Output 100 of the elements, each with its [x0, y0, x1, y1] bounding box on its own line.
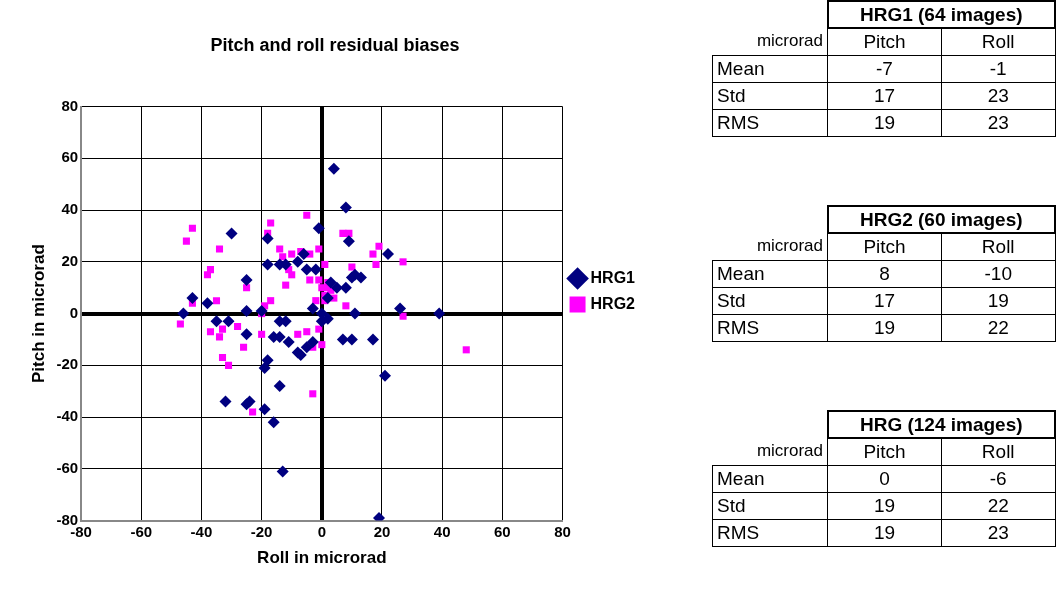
point	[345, 229, 353, 237]
point	[288, 250, 296, 258]
point	[267, 297, 275, 305]
point	[188, 224, 196, 232]
point	[222, 315, 235, 328]
x-tick-label: -20	[250, 522, 273, 540]
point	[206, 328, 215, 336]
point	[306, 276, 314, 284]
legend-label: HRG1	[590, 268, 636, 286]
point	[303, 328, 311, 336]
point	[321, 292, 334, 305]
category-label: Pitch	[827, 438, 942, 465]
point	[212, 297, 221, 305]
text: 22	[987, 316, 1009, 338]
point	[291, 255, 304, 268]
point	[462, 346, 470, 354]
point	[267, 416, 280, 429]
category-label: Roll	[941, 28, 1055, 55]
point	[288, 271, 296, 279]
text: -6	[989, 467, 1007, 489]
chart-title: Pitch and roll residual biases	[210, 34, 460, 55]
y-tick-label: 60	[61, 148, 79, 166]
point	[306, 302, 319, 315]
point	[255, 305, 268, 318]
point	[324, 276, 337, 289]
point	[258, 361, 271, 374]
point	[372, 260, 380, 268]
point	[342, 235, 355, 248]
x-tick-label: 0	[317, 522, 326, 540]
y-tick-label: -60	[56, 458, 79, 476]
category-label: Mean	[717, 262, 765, 284]
point	[303, 211, 311, 219]
category-label: Std	[717, 84, 746, 106]
point	[261, 258, 274, 271]
category-label: RMS	[717, 111, 760, 133]
point	[279, 253, 287, 261]
point	[210, 315, 223, 328]
category-label: RMS	[717, 521, 760, 543]
point	[379, 369, 392, 382]
text: 0	[879, 467, 890, 489]
text: 19	[873, 494, 896, 516]
point	[394, 302, 407, 315]
point	[215, 245, 224, 253]
category-label: Pitch	[827, 233, 942, 260]
point	[240, 273, 253, 286]
point	[261, 354, 274, 367]
point	[300, 341, 313, 354]
x-tick-label: 60	[494, 522, 511, 540]
point	[315, 245, 323, 253]
category-label: Roll	[941, 438, 1055, 465]
point	[243, 284, 251, 292]
point	[312, 297, 320, 305]
point	[267, 219, 275, 227]
text: 23	[987, 84, 1009, 106]
legend-label: HRG2	[590, 294, 636, 312]
point	[315, 325, 323, 333]
point	[309, 390, 317, 398]
point	[399, 312, 407, 320]
point	[276, 245, 284, 253]
x-tick-label: -40	[190, 522, 213, 540]
point	[225, 227, 238, 240]
x-axis-title: Roll in microrad	[257, 548, 387, 568]
point	[382, 248, 395, 261]
y-axis-title: Pitch in microrad	[28, 244, 48, 384]
point	[240, 343, 248, 351]
category-label: RMS	[717, 316, 760, 338]
point	[399, 258, 407, 266]
point	[177, 307, 190, 320]
point	[218, 325, 227, 333]
category-label: Pitch	[827, 28, 942, 55]
text: -1	[989, 57, 1007, 79]
point	[294, 330, 302, 338]
point	[224, 361, 233, 369]
text: 19	[873, 521, 896, 543]
text: HRG (124 images)	[827, 411, 1055, 438]
text: 17	[873, 289, 896, 311]
text: 23	[987, 521, 1009, 543]
point	[339, 201, 352, 214]
text: microrad	[755, 235, 825, 258]
y-tick-label: -20	[56, 355, 79, 373]
point	[282, 336, 295, 349]
point	[318, 341, 326, 349]
point	[240, 328, 253, 341]
text: 19	[987, 289, 1009, 311]
point	[300, 263, 313, 276]
point	[215, 333, 224, 341]
text: HRG2 (60 images)	[827, 206, 1055, 233]
point	[366, 333, 379, 346]
point	[218, 354, 227, 362]
point	[433, 307, 446, 320]
point	[186, 292, 199, 305]
x-tick-label: 20	[373, 522, 391, 540]
point	[330, 281, 343, 294]
point	[369, 250, 377, 258]
point	[249, 408, 257, 416]
text: 19	[873, 316, 896, 338]
point	[261, 232, 274, 245]
point	[219, 395, 232, 408]
text: 22	[987, 494, 1009, 516]
y-tick-label: 20	[61, 251, 79, 269]
